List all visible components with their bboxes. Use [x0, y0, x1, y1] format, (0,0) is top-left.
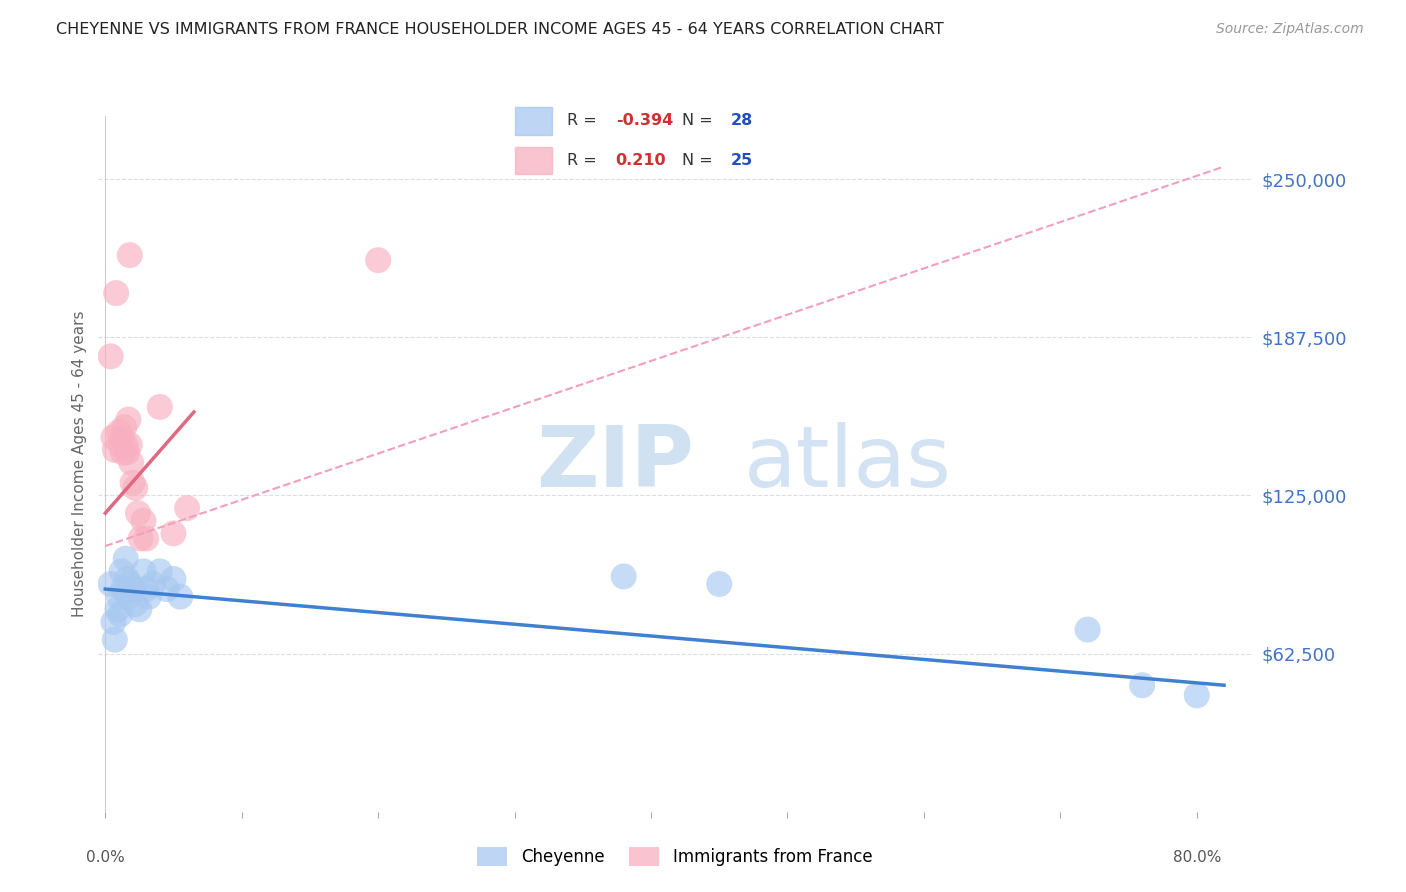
Point — [114, 438, 136, 452]
Point — [169, 590, 191, 604]
Point — [124, 597, 146, 611]
Text: CHEYENNE VS IMMIGRANTS FROM FRANCE HOUSEHOLDER INCOME AGES 45 - 64 YEARS CORRELA: CHEYENNE VS IMMIGRANTS FROM FRANCE HOUSE… — [56, 22, 943, 37]
Text: ZIP: ZIP — [537, 422, 695, 506]
Point — [105, 286, 128, 301]
Bar — [515, 107, 553, 135]
Point — [156, 582, 179, 596]
Point — [111, 445, 134, 459]
Point — [112, 420, 135, 434]
Point — [117, 590, 139, 604]
Point — [121, 475, 143, 490]
Point — [127, 506, 149, 520]
Point — [128, 602, 150, 616]
Point — [117, 412, 139, 426]
Point — [111, 582, 134, 596]
Point — [162, 572, 184, 586]
Point — [104, 442, 127, 457]
Text: R =: R = — [567, 153, 606, 169]
Text: 28: 28 — [731, 113, 754, 128]
Point — [108, 590, 131, 604]
Point — [110, 438, 132, 452]
Point — [129, 532, 152, 546]
Point — [104, 632, 127, 647]
Point — [107, 602, 129, 616]
Text: -0.394: -0.394 — [616, 113, 673, 128]
Text: R =: R = — [567, 113, 602, 128]
Text: N =: N = — [682, 153, 718, 169]
Point — [110, 607, 132, 622]
Point — [110, 565, 132, 579]
Text: Source: ZipAtlas.com: Source: ZipAtlas.com — [1216, 22, 1364, 37]
Point — [118, 438, 141, 452]
Point — [120, 456, 142, 470]
Point — [613, 569, 636, 583]
Point — [149, 565, 172, 579]
Text: 0.0%: 0.0% — [86, 850, 125, 865]
Point — [1185, 689, 1208, 703]
Point — [149, 400, 172, 414]
Bar — [515, 147, 553, 175]
Point — [110, 430, 132, 444]
Point — [108, 425, 131, 440]
Point — [1130, 678, 1153, 692]
Point — [135, 582, 157, 596]
Point — [138, 590, 160, 604]
Point — [103, 430, 125, 444]
Point — [135, 532, 157, 546]
Point — [100, 577, 122, 591]
Point — [121, 582, 143, 596]
Point — [118, 577, 141, 591]
Legend: Cheyenne, Immigrants from France: Cheyenne, Immigrants from France — [471, 840, 879, 873]
Point — [367, 253, 389, 268]
Point — [115, 445, 138, 459]
Point — [1077, 623, 1099, 637]
Point — [142, 577, 165, 591]
Point — [132, 514, 155, 528]
Text: atlas: atlas — [744, 422, 952, 506]
Point — [162, 526, 184, 541]
Point — [176, 501, 198, 516]
Point — [103, 615, 125, 629]
Text: 0.210: 0.210 — [616, 153, 666, 169]
Point — [100, 349, 122, 363]
Text: 80.0%: 80.0% — [1173, 850, 1220, 865]
Point — [124, 481, 146, 495]
Point — [115, 572, 138, 586]
Point — [118, 248, 141, 262]
Text: N =: N = — [682, 113, 718, 128]
Point — [114, 551, 136, 566]
Point — [709, 577, 731, 591]
Point — [132, 565, 155, 579]
Y-axis label: Householder Income Ages 45 - 64 years: Householder Income Ages 45 - 64 years — [72, 310, 87, 617]
Text: 25: 25 — [731, 153, 754, 169]
